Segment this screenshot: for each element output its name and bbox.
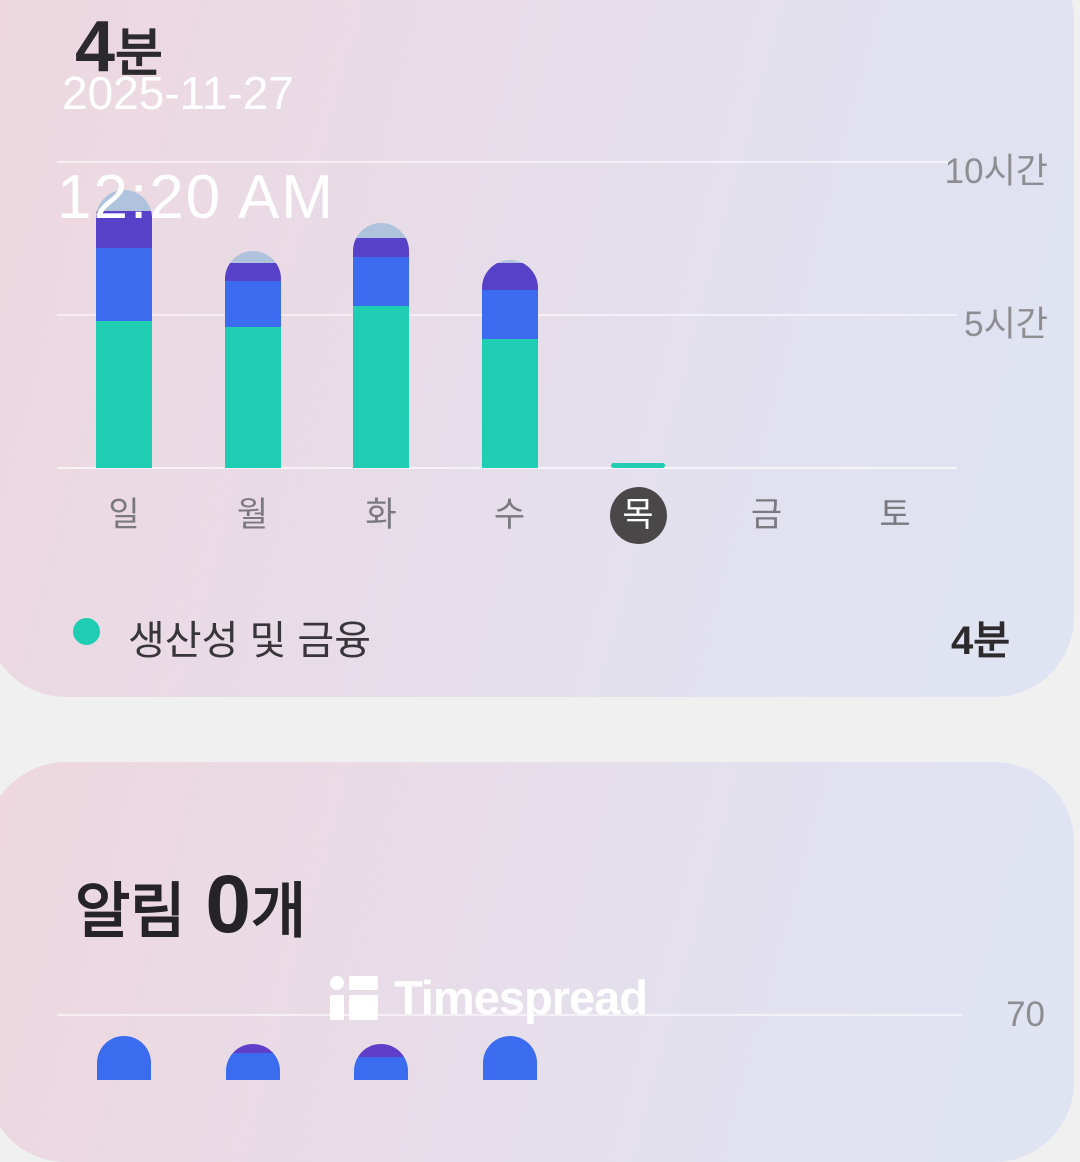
legend-label: 생산성 및 금융 bbox=[128, 619, 372, 663]
day-label-월[interactable]: 월 bbox=[236, 496, 269, 534]
day-label-화[interactable]: 화 bbox=[365, 496, 397, 534]
notification-bar-수[interactable] bbox=[482, 1036, 537, 1080]
notifications-title: 알림 0 개 bbox=[75, 858, 306, 952]
watermark-text: Timespread bbox=[394, 971, 648, 1024]
legend-row[interactable]: 생산성 및 금융 4분 bbox=[0, 608, 1080, 663]
legend-dot-icon bbox=[73, 618, 100, 645]
y-axis-label-10h: 10시간 bbox=[944, 152, 1048, 191]
selected-day-circle[interactable] bbox=[609, 487, 667, 544]
day-label-목[interactable]: 목 bbox=[622, 496, 654, 534]
notifications-title-prefix: 알림 bbox=[75, 878, 186, 945]
day-label-토[interactable]: 토 bbox=[879, 496, 911, 534]
day-label-일[interactable]: 일 bbox=[108, 496, 140, 534]
screen-time-title: 4 분 bbox=[75, 6, 163, 88]
day-label-금[interactable]: 금 bbox=[750, 496, 783, 534]
y-axis-label-70: 70 bbox=[1006, 995, 1045, 1034]
legend-value: 4분 bbox=[950, 619, 1010, 663]
screen-time-value: 4 bbox=[75, 7, 116, 87]
y-axis-label-5h: 5시간 bbox=[964, 305, 1048, 344]
watermark: Timespread bbox=[330, 970, 648, 1025]
chart-baseline bbox=[57, 467, 957, 469]
notifications-title-suffix: 개 bbox=[251, 878, 307, 945]
overlay-time: 12:20 AM bbox=[57, 163, 335, 232]
gridline-70 bbox=[57, 1014, 963, 1016]
usage-bar-화[interactable] bbox=[353, 223, 409, 468]
notifications-count: 0 bbox=[205, 859, 252, 950]
notification-bar-일[interactable] bbox=[97, 1036, 151, 1080]
overlay-date: 2025-11-27 bbox=[62, 67, 294, 119]
gridline-10h bbox=[57, 161, 957, 163]
notification-bar-월[interactable] bbox=[225, 1044, 280, 1080]
notification-bar-화[interactable] bbox=[354, 1044, 408, 1080]
usage-bar-월[interactable] bbox=[224, 250, 281, 468]
notifications-card bbox=[0, 762, 1074, 1162]
usage-bar-수[interactable] bbox=[481, 259, 538, 468]
timespread-logo-icon bbox=[330, 975, 378, 1020]
usage-bar-일[interactable] bbox=[96, 189, 152, 468]
day-label-수[interactable]: 수 bbox=[493, 496, 526, 534]
usage-bar-목[interactable] bbox=[611, 463, 665, 468]
screen-time-unit: 분 bbox=[115, 25, 163, 83]
